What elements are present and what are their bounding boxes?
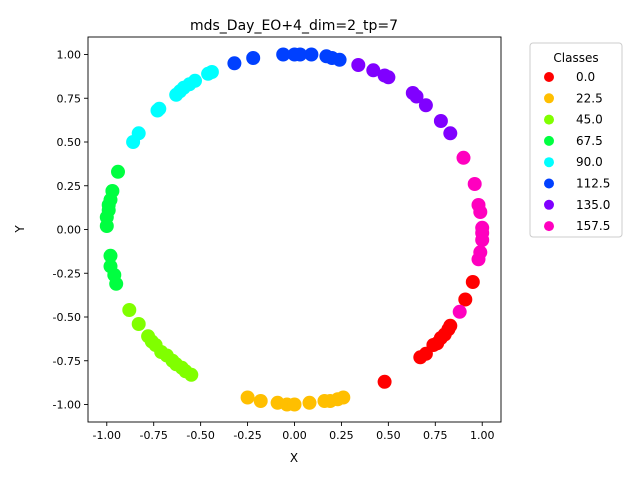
data-point [131, 126, 146, 141]
legend-label: 45.0 [576, 113, 603, 127]
legend-label: 67.5 [576, 134, 603, 148]
data-point [111, 164, 125, 179]
data-point [152, 101, 167, 116]
data-point [452, 304, 467, 319]
data-point [246, 51, 261, 65]
y-axis-label: Y [13, 225, 27, 234]
y-tick-label: 0.25 [57, 180, 82, 193]
data-point [184, 367, 199, 382]
x-tick-label: 0.25 [329, 429, 354, 442]
data-point [351, 58, 366, 72]
x-tick-label: -0.50 [186, 429, 214, 442]
data-point [204, 65, 219, 79]
legend-label: 0.0 [576, 70, 595, 84]
data-point [253, 394, 268, 408]
legend-label: 112.5 [576, 177, 610, 191]
data-point [409, 89, 424, 104]
legend-label: 135.0 [576, 198, 610, 212]
x-tick-label: 0.50 [376, 429, 401, 442]
legend-marker [544, 221, 554, 232]
y-tick-label: 0.75 [57, 92, 82, 105]
x-tick-label: -0.75 [139, 429, 167, 442]
x-axis-label: X [290, 451, 298, 465]
legend-label: 157.5 [576, 219, 610, 233]
legend-marker [544, 199, 554, 210]
data-point [122, 303, 137, 317]
data-point [456, 150, 471, 165]
legend-marker [544, 72, 554, 82]
y-tick-label: -0.50 [53, 311, 81, 324]
data-point [471, 252, 486, 267]
data-point [443, 126, 458, 141]
data-point [188, 73, 202, 88]
y-axis-ticks: -1.00 -0.75 -0.50 -0.25 0.00 0.25 0.50 0.75 1.00 [53, 49, 88, 412]
data-point [227, 56, 242, 71]
x-tick-label: -0.25 [233, 429, 261, 442]
y-tick-label: -1.00 [53, 399, 81, 412]
x-tick-label: 1.00 [470, 429, 495, 442]
data-point [240, 390, 255, 405]
data-point [103, 248, 118, 263]
y-tick-label: -0.25 [53, 267, 81, 280]
data-point [287, 397, 302, 412]
data-point [381, 70, 396, 85]
legend-marker [544, 93, 554, 104]
y-tick-label: -0.75 [53, 355, 81, 368]
legend-items: 0.0 22.5 45.0 67.5 90.0 112.5 135.0 157.5 [544, 70, 610, 233]
data-point [418, 98, 433, 113]
data-point [99, 219, 114, 233]
legend: Classes 0.0 22.5 45.0 67.5 90.0 112.5 135.0 157… [529, 42, 623, 238]
data-point [475, 233, 490, 247]
data-point [366, 63, 381, 78]
data-point [304, 47, 319, 62]
x-axis-ticks: -1.00 -0.75 -0.50 -0.25 0.00 0.25 0.50 0.75 1.00 [93, 422, 495, 442]
legend-label: 90.0 [576, 155, 603, 169]
legend-box [529, 42, 623, 238]
x-tick-label: 0.00 [282, 429, 307, 442]
data-point [332, 52, 347, 67]
legend-marker [544, 135, 554, 146]
data-point [465, 275, 480, 289]
data-point [131, 317, 146, 331]
chart-title: mds_Day_EO+4_dim=2_tp=7 [190, 18, 398, 34]
legend-marker [544, 178, 554, 189]
data-point [467, 177, 482, 191]
y-tick-label: 0.00 [57, 224, 82, 237]
data-point [293, 47, 308, 62]
data-point [433, 114, 448, 128]
data-point [109, 276, 124, 291]
legend-marker [544, 157, 554, 168]
legend-marker [544, 114, 554, 125]
x-tick-label: -1.00 [93, 429, 121, 442]
legend-title: Classes [553, 51, 598, 65]
x-tick-label: 0.75 [423, 429, 448, 442]
data-point [458, 292, 473, 307]
y-tick-label: 0.50 [57, 136, 82, 149]
data-point [336, 390, 351, 405]
data-points [99, 47, 490, 412]
y-tick-label: 1.00 [57, 49, 82, 62]
data-point [276, 47, 291, 62]
data-point [377, 374, 392, 389]
data-point [302, 395, 317, 410]
data-point [473, 205, 488, 219]
legend-label: 22.5 [576, 91, 603, 105]
data-point [443, 318, 458, 333]
